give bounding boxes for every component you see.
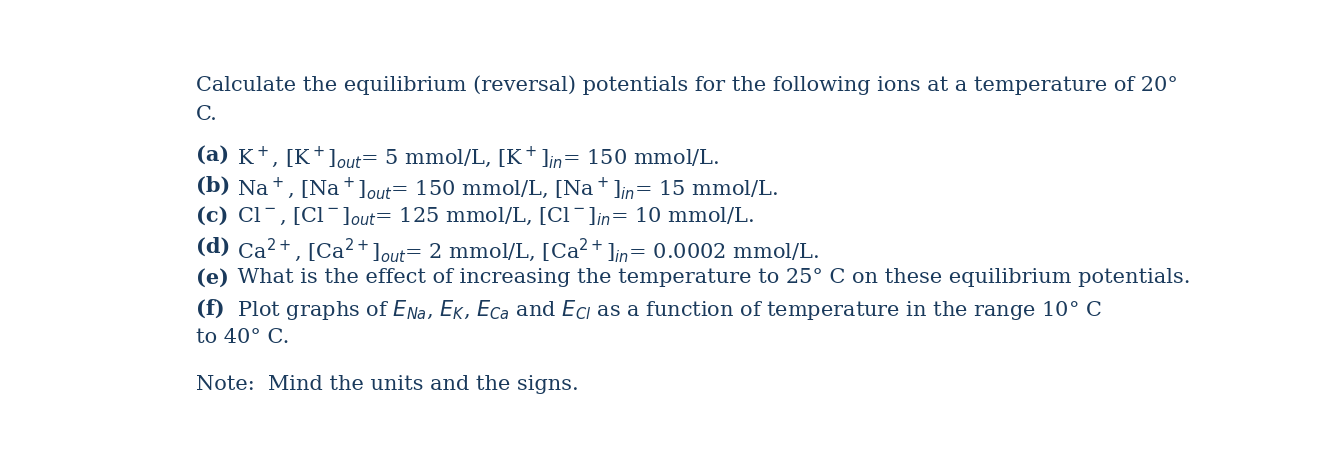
Text: (d): (d): [195, 237, 230, 257]
Text: (f): (f): [195, 298, 224, 318]
Text: (b): (b): [195, 175, 230, 196]
Text: Ca$^{2+}$, [Ca$^{2+}$]$_{out}$= 2 mmol/L, [Ca$^{2+}$]$_{in}$= 0.0002 mmol/L.: Ca$^{2+}$, [Ca$^{2+}$]$_{out}$= 2 mmol/L…: [231, 237, 818, 266]
Text: (e): (e): [195, 268, 228, 288]
Text: Plot graphs of $E_{Na}$, $E_K$, $E_{Ca}$ and $E_{Cl}$ as a function of temperatu: Plot graphs of $E_{Na}$, $E_K$, $E_{Ca}$…: [231, 298, 1102, 323]
Text: Cl$^-$, [Cl$^-$]$_{out}$= 125 mmol/L, [Cl$^-$]$_{in}$= 10 mmol/L.: Cl$^-$, [Cl$^-$]$_{out}$= 125 mmol/L, [C…: [231, 206, 754, 228]
Text: Calculate the equilibrium (reversal) potentials for the following ions at a temp: Calculate the equilibrium (reversal) pot…: [195, 76, 1177, 95]
Text: to 40° C.: to 40° C.: [195, 328, 289, 347]
Text: What is the effect of increasing the temperature to 25° C on these equilibrium p: What is the effect of increasing the tem…: [231, 268, 1191, 287]
Text: Note:  Mind the units and the signs.: Note: Mind the units and the signs.: [195, 375, 578, 394]
Text: K$^+$, [K$^+$]$_{out}$= 5 mmol/L, [K$^+$]$_{in}$= 150 mmol/L.: K$^+$, [K$^+$]$_{out}$= 5 mmol/L, [K$^+$…: [231, 145, 719, 171]
Text: C.: C.: [195, 105, 218, 124]
Text: (c): (c): [195, 206, 228, 226]
Text: (a): (a): [195, 145, 228, 165]
Text: Na$^+$, [Na$^+$]$_{out}$= 150 mmol/L, [Na$^+$]$_{in}$= 15 mmol/L.: Na$^+$, [Na$^+$]$_{out}$= 150 mmol/L, [N…: [231, 175, 777, 202]
